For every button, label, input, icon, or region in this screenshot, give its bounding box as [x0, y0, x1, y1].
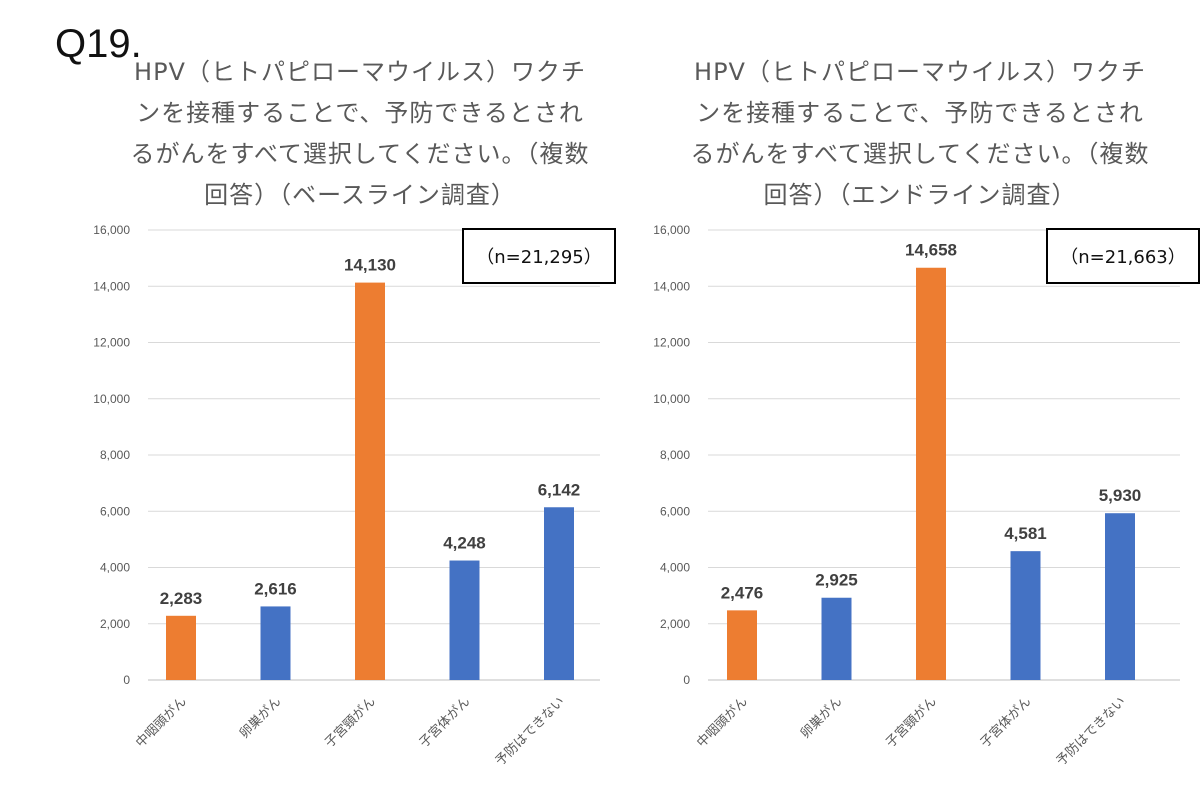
- y-tick-label: 8,000: [100, 448, 130, 462]
- y-tick-label: 16,000: [653, 223, 690, 237]
- bar: [260, 606, 291, 680]
- bar: [1105, 513, 1135, 680]
- x-tick-label: 中咽頭がん: [133, 694, 190, 751]
- y-tick-label: 0: [683, 673, 690, 687]
- y-tick-label: 12,000: [653, 336, 690, 350]
- y-tick-label: 6,000: [660, 504, 690, 518]
- bar: [1010, 551, 1041, 680]
- y-tick-label: 10,000: [93, 392, 130, 406]
- sample-size-box: （n=21,295）: [462, 228, 616, 284]
- y-tick-label: 10,000: [653, 392, 690, 406]
- x-tick-label: 予防はできない: [1053, 694, 1129, 770]
- data-label: 2,925: [815, 571, 858, 590]
- y-tick-label: 12,000: [93, 336, 130, 350]
- bar: [821, 597, 852, 680]
- bar: [544, 507, 574, 680]
- data-label: 14,658: [905, 241, 957, 260]
- data-label: 2,616: [254, 579, 297, 598]
- data-label: 2,476: [721, 583, 764, 602]
- y-tick-label: 14,000: [653, 279, 690, 293]
- x-tick-label: 予防はできない: [492, 694, 568, 770]
- sample-size-box: （n=21,663）: [1046, 228, 1200, 284]
- y-tick-label: 14,000: [93, 279, 130, 293]
- bar: [166, 615, 196, 680]
- y-tick-label: 8,000: [660, 448, 690, 462]
- y-tick-label: 6,000: [100, 504, 130, 518]
- x-tick-label: 子宮体がん: [977, 694, 1034, 751]
- data-label: 2,283: [160, 589, 203, 608]
- question-label: Q19.: [55, 22, 142, 66]
- data-label: 4,248: [443, 534, 486, 553]
- data-label: 6,142: [538, 480, 581, 499]
- y-tick-label: 0: [123, 673, 130, 687]
- x-tick-label: 子宮頸がん: [322, 694, 379, 751]
- chart-endline: HPV（ヒトパピローマウイルス）ワクチンを接種することで、予防できるとされるがん…: [600, 0, 1200, 796]
- bar: [355, 282, 385, 680]
- x-tick-label: 子宮頸がん: [883, 694, 940, 751]
- bar-chart-svg: 0 2,000 4,000 6,000 8,000 10,000 12,000 14,000 1…: [653, 223, 1180, 770]
- chart-title: HPV（ヒトパピローマウイルス）ワクチンを接種することで、予防できるとされるがん…: [130, 58, 590, 209]
- x-tick-label: 卵巣がん: [237, 694, 284, 741]
- x-tick-label: 子宮体がん: [416, 694, 473, 751]
- bar: [449, 560, 480, 680]
- y-tick-label: 16,000: [93, 223, 130, 237]
- y-tick-label: 4,000: [100, 561, 130, 575]
- bar-chart-svg: 0 2,000 4,000 6,000 8,000 10,000 12,000 14,000 1…: [93, 223, 600, 770]
- x-tick-label: 中咽頭がん: [694, 694, 751, 751]
- data-label: 14,130: [344, 256, 396, 275]
- y-tick-label: 2,000: [660, 617, 690, 631]
- bar: [727, 610, 757, 680]
- y-tick-label: 4,000: [660, 561, 690, 575]
- chart-title: HPV（ヒトパピローマウイルス）ワクチンを接種することで、予防できるとされるがん…: [690, 58, 1150, 209]
- x-tick-label: 卵巣がん: [798, 694, 845, 741]
- bar: [916, 267, 946, 680]
- data-label: 4,581: [1004, 524, 1047, 543]
- chart-baseline: HPV（ヒトパピローマウイルス）ワクチンを接種することで、予防できるとされるがん…: [93, 58, 616, 770]
- y-tick-label: 2,000: [100, 617, 130, 631]
- data-label: 5,930: [1099, 486, 1142, 505]
